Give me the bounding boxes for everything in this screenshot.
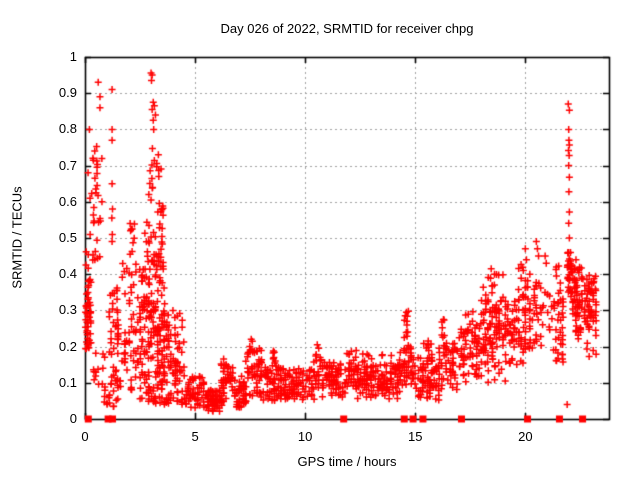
- y-tick-label: 0.1: [58, 374, 77, 390]
- y-tick-label: 0.6: [58, 193, 77, 209]
- y-tick-label: 0.9: [58, 85, 77, 101]
- chart-title: Day 026 of 2022, SRMTID for receiver chp…: [220, 21, 474, 36]
- y-tick-label: 0.8: [58, 121, 77, 137]
- y-tick-label: 0.2: [58, 338, 77, 354]
- y-tick-label: 0.4: [58, 266, 77, 282]
- x-tick-label: 15: [408, 429, 423, 444]
- x-tick-label: 5: [191, 429, 199, 444]
- y-tick-label: 0: [69, 411, 77, 426]
- x-tick-label: 0: [81, 429, 89, 444]
- y-tick-label: 1: [69, 49, 77, 64]
- y-tick-label: 0.5: [58, 230, 77, 245]
- y-tick-label: 0.7: [58, 157, 77, 173]
- x-axis-label: GPS time / hours: [297, 454, 397, 469]
- x-tick-label: 10: [297, 429, 313, 444]
- x-tick-label: 20: [518, 429, 533, 444]
- y-tick-label: 0.3: [58, 302, 77, 318]
